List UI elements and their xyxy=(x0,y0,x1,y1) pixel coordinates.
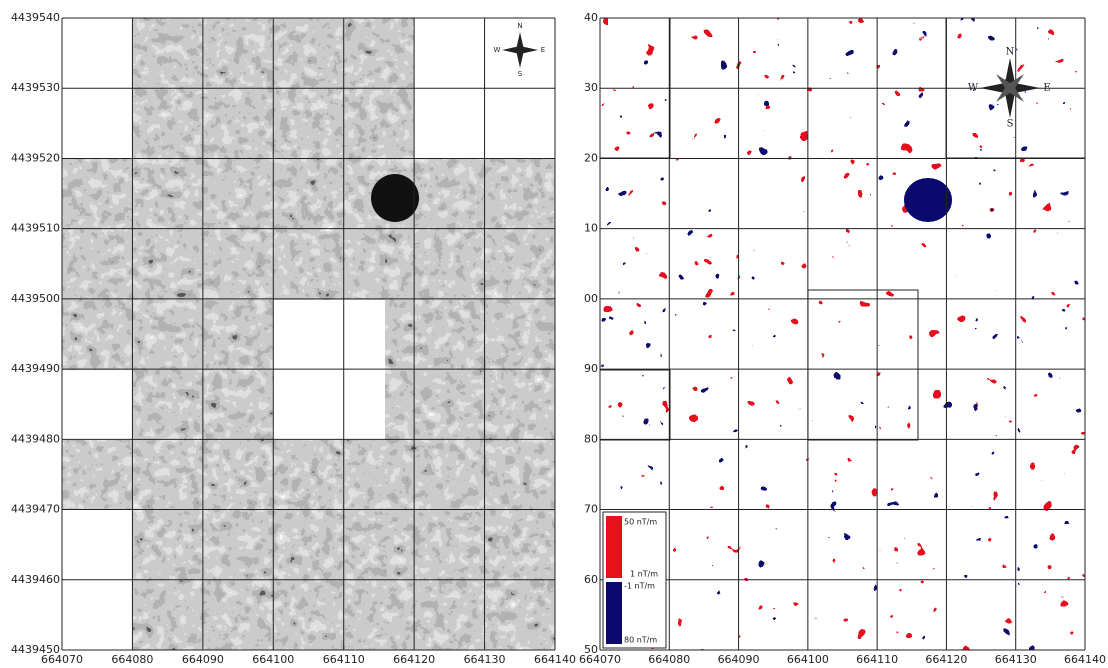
legend-label: -1 nT/m xyxy=(624,582,655,591)
compass-s: S xyxy=(518,70,523,78)
y-label: 30 xyxy=(584,81,598,94)
y-label: 4439540 xyxy=(11,11,60,24)
y-label: 90 xyxy=(584,362,598,375)
compass-w: W xyxy=(968,83,979,94)
y-label: 4439460 xyxy=(11,573,60,586)
x-label: 664130 xyxy=(995,653,1037,666)
y-label: 40 xyxy=(584,11,598,24)
y-label: 60 xyxy=(584,573,598,586)
y-label: 10 xyxy=(584,222,598,235)
y-label: 80 xyxy=(584,432,598,445)
compass-e: E xyxy=(541,46,545,54)
compass-n: N xyxy=(1006,47,1015,58)
gradiometer-bipolar xyxy=(600,18,1085,650)
x-label: 664080 xyxy=(111,653,153,666)
x-label: 664090 xyxy=(182,653,224,666)
y-label: 4439500 xyxy=(11,292,60,305)
x-label: 664120 xyxy=(925,653,967,666)
compass-w: W xyxy=(494,46,501,54)
survey-maps: N S W E N S W E 50 nT/m 1 nT/m -1 nT/m 8… xyxy=(0,0,1108,668)
x-label: 664080 xyxy=(648,653,690,666)
legend-label: 50 nT/m xyxy=(624,518,657,527)
x-label: 664100 xyxy=(252,653,294,666)
y-label: 00 xyxy=(584,292,598,305)
x-label: 664090 xyxy=(718,653,760,666)
y-label: 20 xyxy=(584,151,598,164)
x-label: 664100 xyxy=(787,653,829,666)
x-label: 664110 xyxy=(856,653,898,666)
x-label: 664070 xyxy=(579,653,621,666)
y-label: 4439510 xyxy=(11,222,60,235)
legend: 50 nT/m 1 nT/m -1 nT/m 80 nT/m xyxy=(603,512,666,648)
x-label: 664120 xyxy=(393,653,435,666)
y-label: 4439520 xyxy=(11,151,60,164)
legend-label: 80 nT/m xyxy=(624,636,657,645)
x-label: 664140 xyxy=(534,653,576,666)
x-label: 664140 xyxy=(1064,653,1106,666)
gradiometer-grayscale xyxy=(62,18,555,650)
compass-e: E xyxy=(1043,83,1050,94)
y-label: 70 xyxy=(584,503,598,516)
y-label: 4439530 xyxy=(11,81,60,94)
y-label: 4439480 xyxy=(11,432,60,445)
x-label: 664130 xyxy=(464,653,506,666)
compass-n: N xyxy=(517,22,522,30)
y-label: 4439470 xyxy=(11,503,60,516)
legend-label: 1 nT/m xyxy=(630,570,658,579)
x-label: 664110 xyxy=(323,653,365,666)
y-label: 4439490 xyxy=(11,362,60,375)
compass-s: S xyxy=(1007,119,1014,130)
x-label: 664070 xyxy=(41,653,83,666)
